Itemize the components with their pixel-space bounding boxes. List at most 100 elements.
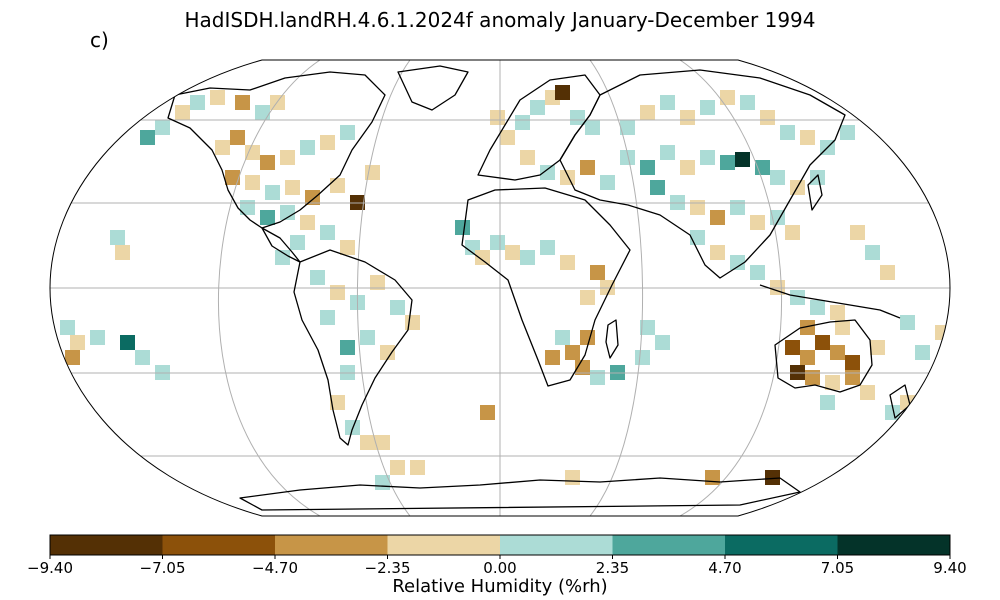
anomaly-cell [575, 360, 590, 375]
anomaly-cell [800, 130, 815, 145]
anomaly-cell [300, 140, 315, 155]
anomaly-cell [770, 170, 785, 185]
anomaly-cell [340, 125, 355, 140]
anomaly-cell [680, 110, 695, 125]
anomaly-cell [530, 100, 545, 115]
colorbar-tick-label: 7.05 [820, 559, 855, 577]
colorbar-segment [50, 535, 163, 555]
anomaly-cell [245, 175, 260, 190]
anomaly-cell [540, 240, 555, 255]
colorbar-tick-label: 4.70 [708, 559, 742, 577]
anomaly-cell [330, 395, 345, 410]
colorbar-title: Relative Humidity (%rh) [392, 576, 608, 597]
map-title: HadISDH.landRH.4.6.1.2024f anomaly Janua… [184, 8, 816, 32]
anomaly-cell [520, 150, 535, 165]
anomaly-cell [845, 370, 860, 385]
anomaly-cell [870, 340, 885, 355]
anomaly-cell [650, 180, 665, 195]
anomaly-cell [660, 145, 675, 160]
colorbar-tick-label: 9.40 [933, 559, 967, 577]
anomaly-cell [580, 290, 595, 305]
anomaly-cell [320, 225, 335, 240]
anomaly-cell [785, 225, 800, 240]
colorbar-tick-label: −4.70 [252, 559, 298, 577]
anomaly-cell [480, 405, 495, 420]
anomaly-cell [490, 235, 505, 250]
colorbar-tick-label: 0.00 [483, 559, 517, 577]
colorbar-tick-label: −7.05 [139, 559, 186, 577]
anomaly-cell [230, 130, 245, 145]
anomaly-cell [490, 110, 505, 125]
anomaly-cell [880, 265, 895, 280]
anomaly-cell [585, 120, 600, 135]
colorbar-segment [837, 535, 951, 555]
anomaly-cell [175, 105, 190, 120]
anomaly-cell [60, 320, 75, 335]
anomaly-cell [555, 85, 570, 100]
colorbar-segment [387, 535, 501, 555]
anomaly-cell [735, 152, 750, 167]
anomaly-cell [900, 315, 915, 330]
anomaly-cell [710, 245, 725, 260]
anomaly-cell [410, 460, 425, 475]
anomaly-cell [810, 170, 825, 185]
anomaly-cell [915, 345, 930, 360]
anomaly-cell [115, 245, 130, 260]
anomaly-cell [570, 110, 585, 125]
anomaly-cell [340, 340, 355, 355]
anomaly-cell [505, 245, 520, 260]
anomaly-cell [260, 210, 275, 225]
anomaly-cell [635, 350, 650, 365]
anomaly-cell [210, 90, 225, 105]
anomaly-cell [700, 100, 715, 115]
anomaly-cell [380, 345, 395, 360]
anomaly-cell [705, 470, 720, 485]
coastlines [167, 65, 911, 511]
anomaly-cell [140, 130, 155, 145]
anomaly-cell [70, 335, 85, 350]
globe-outline [49, 59, 951, 517]
anomaly-cell [65, 350, 80, 365]
anomaly-cell [600, 175, 615, 190]
anomaly-cell [545, 350, 560, 365]
anomaly-cell [520, 250, 535, 265]
anomaly-cell [560, 255, 575, 270]
anomaly-cell [820, 395, 835, 410]
anomaly-cell [560, 170, 575, 185]
anomaly-cell [475, 250, 490, 265]
anomaly-cell [340, 240, 355, 255]
anomaly-cell [280, 150, 295, 165]
anomaly-cell [750, 215, 765, 230]
anomaly-cell [155, 120, 170, 135]
anomaly-cell [215, 140, 230, 155]
anomaly-cell [865, 245, 880, 260]
colorbar [49, 534, 951, 559]
anomaly-cell [730, 255, 745, 270]
anomaly-cell [830, 305, 845, 320]
anomaly-cell [360, 330, 375, 345]
anomaly-cell [365, 165, 380, 180]
anomaly-cell [640, 105, 655, 120]
anomaly-cell [310, 270, 325, 285]
anomaly-cell [320, 310, 335, 325]
anomaly-cell [390, 460, 405, 475]
anomaly-cell [275, 250, 290, 265]
anomaly-cell [270, 95, 285, 110]
anomaly-cell [370, 275, 385, 290]
colorbar-tick-label: 2.35 [595, 559, 630, 577]
anomaly-cell [390, 300, 405, 315]
anomaly-cell [240, 200, 255, 215]
anomaly-cell [320, 135, 335, 150]
graticule [50, 60, 950, 516]
colorbar-segment [162, 535, 276, 555]
anomaly-cell [640, 320, 655, 335]
anomaly-cell [590, 265, 605, 280]
anomaly-cell [330, 178, 345, 193]
anomaly-cell [280, 205, 295, 220]
anomaly-cell [690, 230, 705, 245]
anomaly-cell [285, 180, 300, 195]
anomaly-cell [780, 125, 795, 140]
anomaly-cell [290, 235, 305, 250]
colorbar-segment [612, 535, 726, 555]
